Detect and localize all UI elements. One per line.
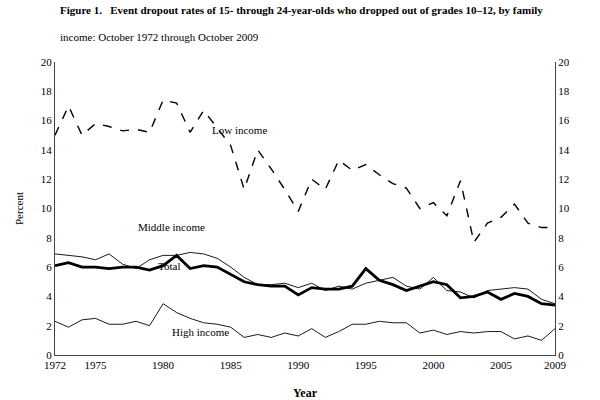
svg-text:0: 0 — [558, 349, 564, 361]
svg-text:4: 4 — [46, 290, 52, 302]
svg-text:Middle income: Middle income — [138, 221, 205, 233]
svg-text:16: 16 — [41, 114, 53, 126]
svg-text:20: 20 — [558, 56, 570, 68]
svg-text:Total: Total — [158, 260, 180, 272]
svg-text:10: 10 — [41, 202, 53, 214]
svg-text:10: 10 — [558, 202, 570, 214]
svg-text:2000: 2000 — [422, 359, 445, 371]
svg-text:2: 2 — [46, 320, 52, 332]
svg-text:14: 14 — [41, 144, 53, 156]
svg-text:12: 12 — [558, 173, 569, 185]
svg-text:Percent: Percent — [13, 192, 25, 225]
svg-text:1975: 1975 — [85, 359, 108, 371]
svg-text:8: 8 — [46, 232, 52, 244]
svg-text:4: 4 — [558, 290, 564, 302]
svg-text:8: 8 — [558, 232, 564, 244]
svg-text:6: 6 — [46, 261, 52, 273]
svg-text:14: 14 — [558, 144, 570, 156]
svg-text:20: 20 — [41, 56, 53, 68]
svg-text:income: October 1972 through O: income: October 1972 through October 200… — [60, 31, 259, 43]
svg-text:2005: 2005 — [490, 359, 513, 371]
svg-text:Figure 1. Event dropout rate: Figure 1. Event dropout rates of 15- thr… — [60, 4, 543, 16]
svg-text:1990: 1990 — [287, 359, 310, 371]
svg-text:2: 2 — [558, 320, 564, 332]
svg-text:0: 0 — [46, 349, 52, 361]
svg-text:Low income: Low income — [212, 124, 267, 136]
svg-text:16: 16 — [558, 114, 570, 126]
svg-text:12: 12 — [41, 173, 52, 185]
svg-text:Year: Year — [293, 386, 318, 400]
svg-text:18: 18 — [558, 85, 570, 97]
svg-text:High income: High income — [172, 326, 229, 338]
svg-text:1980: 1980 — [152, 359, 175, 371]
svg-text:1995: 1995 — [355, 359, 378, 371]
svg-text:1972: 1972 — [44, 359, 66, 371]
svg-text:18: 18 — [41, 85, 53, 97]
svg-text:2009: 2009 — [544, 359, 567, 371]
svg-text:6: 6 — [558, 261, 564, 273]
svg-text:1985: 1985 — [220, 359, 243, 371]
